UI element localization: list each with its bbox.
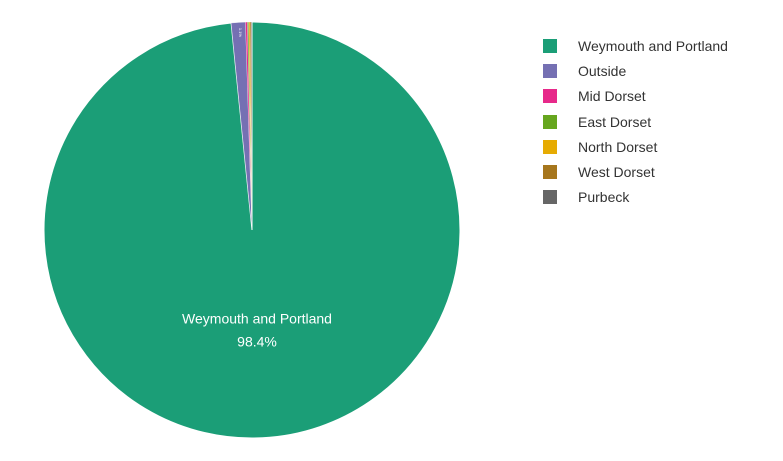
- legend-item-north-dorset[interactable]: North Dorset: [543, 134, 728, 159]
- legend-swatch: [543, 63, 557, 78]
- legend-label: North Dorset: [578, 138, 658, 155]
- legend-item-east-dorset[interactable]: East Dorset: [543, 109, 728, 134]
- legend-label: Outside: [578, 62, 627, 79]
- legend-item-outside[interactable]: Outside: [543, 58, 728, 83]
- legend-swatch: [543, 114, 557, 129]
- legend-swatch: [543, 38, 557, 53]
- legend-label: Purbeck: [578, 189, 630, 206]
- slice-label-percent-outside: 1.1%: [238, 28, 243, 38]
- slice-label-percent-weymouth-and-portland: 98.4%: [237, 334, 277, 350]
- legend-label: West Dorset: [578, 164, 655, 181]
- legend-swatch: [543, 139, 557, 154]
- legend-label: Weymouth and Portland: [578, 37, 728, 54]
- legend-item-west-dorset[interactable]: West Dorset: [543, 159, 728, 184]
- pie-slice-purbeck[interactable]: [251, 21, 253, 231]
- slice-label-name-weymouth-and-portland: Weymouth and Portland: [182, 311, 332, 327]
- legend-item-purbeck[interactable]: Purbeck: [543, 185, 728, 210]
- legend-swatch: [543, 89, 557, 104]
- legend: Weymouth and Portland Outside Mid Dorset Ea…: [543, 33, 728, 210]
- legend-label: East Dorset: [578, 113, 652, 130]
- legend-swatch: [543, 165, 557, 180]
- legend-label: Mid Dorset: [578, 88, 646, 105]
- legend-item-mid-dorset[interactable]: Mid Dorset: [543, 84, 728, 109]
- legend-item-weymouth-and-portland[interactable]: Weymouth and Portland: [543, 33, 728, 58]
- legend-swatch: [543, 190, 557, 205]
